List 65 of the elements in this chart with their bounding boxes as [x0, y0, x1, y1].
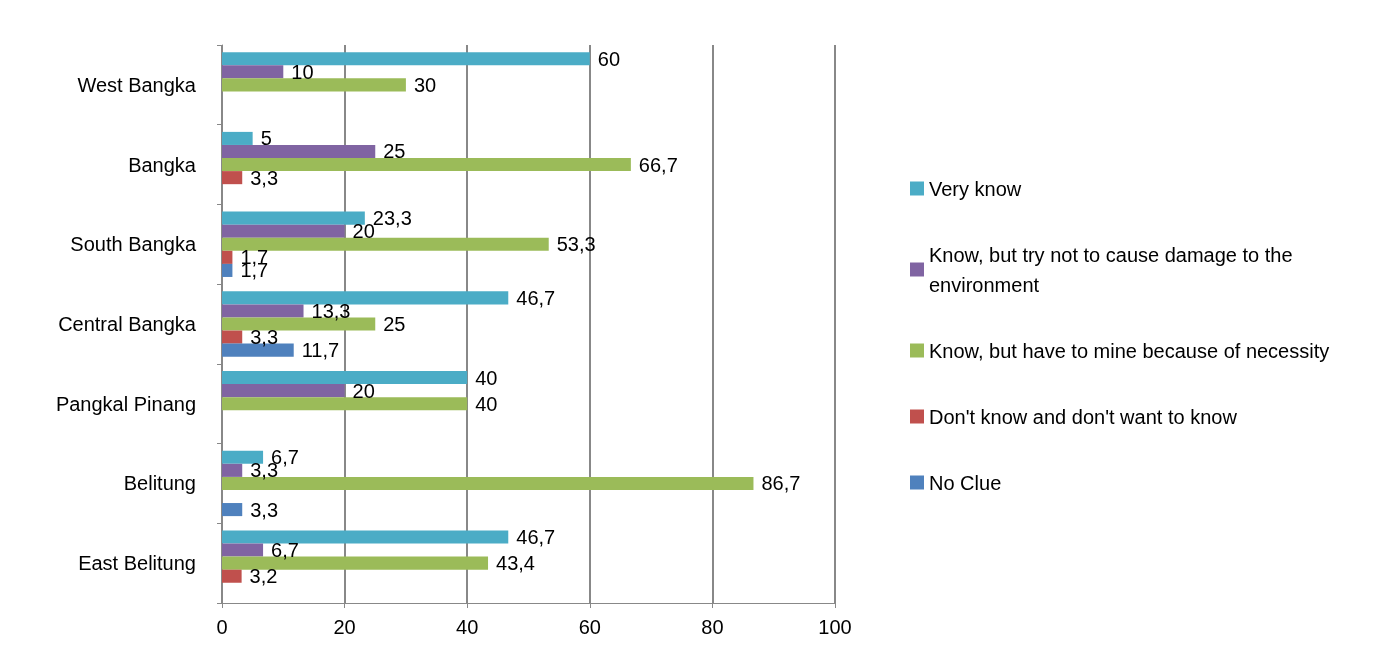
data-label: 30 [413, 73, 437, 96]
bar [222, 530, 509, 544]
data-label: 46,7 [516, 286, 556, 309]
y-tick-label: Pangkal Pinang [55, 392, 196, 415]
data-label: 40 [475, 392, 498, 415]
bar [222, 78, 406, 92]
data-label: 60 [597, 47, 621, 70]
y-tick-label: East Belitung [78, 552, 196, 575]
data-label: 11,7 [301, 339, 340, 362]
data-label: 20 [352, 379, 375, 402]
bar [222, 371, 468, 385]
bar [222, 237, 549, 251]
data-label: 13,3 [311, 299, 351, 322]
bar [222, 304, 304, 318]
bar [222, 569, 242, 583]
data-label: 3,3 [250, 326, 279, 349]
data-label: 3,3 [250, 166, 279, 189]
data-label: 10 [291, 60, 314, 83]
data-label: 25 [383, 313, 406, 335]
bar [222, 224, 345, 238]
y-tick-label: Central Bangka [58, 313, 197, 335]
data-label: 66,7 [638, 153, 678, 176]
data-label: 3,2 [249, 565, 278, 588]
data-label: 53,3 [556, 233, 596, 256]
data-label: 20 [352, 220, 375, 243]
bar [222, 52, 590, 66]
data-label: 40 [475, 366, 498, 389]
legend-label: Very know [929, 177, 1022, 200]
bar [222, 158, 631, 172]
data-label: 46,7 [516, 526, 556, 548]
legend-label: Know, but try not to cause damage to the environment [929, 243, 1299, 296]
bar [222, 250, 233, 264]
y-tick-label: Belitung [123, 472, 196, 495]
data-label: 5 [260, 127, 272, 150]
bar [222, 330, 243, 344]
x-tick-label: 20 [333, 616, 356, 638]
data-label: 25 [383, 140, 406, 163]
bar [222, 503, 243, 517]
bar [222, 263, 233, 277]
data-label: 86,7 [761, 472, 801, 495]
x-tick-label: 80 [701, 616, 724, 638]
bar [222, 144, 376, 159]
x-tick-label: 60 [578, 616, 601, 638]
bar [222, 291, 509, 305]
legend-label: Know, but have to mine because of necessity [929, 339, 1330, 362]
y-tick-label: South Bangka [70, 233, 197, 256]
legend-label: No Clue [929, 471, 1002, 494]
y-tick-label: West Bangka [77, 73, 197, 96]
x-tick-label: 0 [216, 616, 228, 638]
bar [222, 397, 468, 411]
bar [222, 384, 345, 398]
data-label: 3,3 [250, 498, 279, 521]
bar [222, 543, 264, 557]
bar [222, 211, 365, 225]
x-tick-label: 100 [818, 616, 852, 638]
x-tick-label: 40 [456, 616, 479, 638]
bar [222, 171, 243, 185]
y-tick-label: Bangka [128, 153, 197, 176]
bar [222, 131, 253, 145]
data-label: 43,4 [496, 552, 535, 575]
bar [222, 65, 284, 79]
data-label: 6,7 [271, 539, 299, 562]
bar [222, 463, 243, 477]
legend-label: Don't know and don't want to know [929, 405, 1238, 428]
bar [222, 450, 264, 464]
